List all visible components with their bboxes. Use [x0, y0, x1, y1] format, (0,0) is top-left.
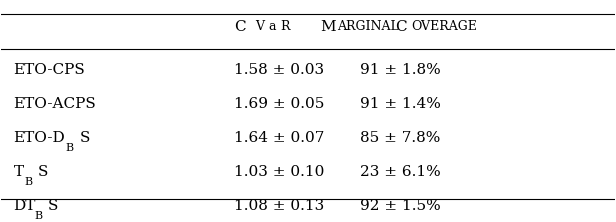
Text: a: a [268, 20, 275, 34]
Text: T: T [14, 165, 24, 179]
Text: S: S [79, 131, 90, 145]
Text: 1.58 ± 0.03: 1.58 ± 0.03 [235, 63, 325, 77]
Text: 23 ± 6.1%: 23 ± 6.1% [360, 165, 440, 179]
Text: M: M [320, 20, 336, 34]
Text: ETO-D: ETO-D [14, 131, 65, 145]
Text: ETO-ACPS: ETO-ACPS [14, 97, 96, 111]
Text: B: B [24, 177, 32, 187]
Text: 1.03 ± 0.10: 1.03 ± 0.10 [235, 165, 325, 179]
Text: 1.64 ± 0.07: 1.64 ± 0.07 [235, 131, 325, 145]
Text: R: R [280, 20, 290, 34]
Text: ETO-CPS: ETO-CPS [14, 63, 86, 77]
Text: B: B [34, 211, 43, 221]
Text: V: V [254, 20, 264, 34]
Text: 1.08 ± 0.13: 1.08 ± 0.13 [235, 199, 325, 213]
Text: 85 ± 7.8%: 85 ± 7.8% [360, 131, 440, 145]
Text: S: S [38, 165, 48, 179]
Text: B: B [66, 143, 74, 153]
Text: 1.69 ± 0.05: 1.69 ± 0.05 [235, 97, 325, 111]
Text: C: C [235, 20, 246, 34]
Text: ARGINAL: ARGINAL [338, 20, 399, 34]
Text: S: S [48, 199, 59, 213]
Text: OVERAGE: OVERAGE [411, 20, 477, 34]
Text: 92 ± 1.5%: 92 ± 1.5% [360, 199, 440, 213]
Text: 91 ± 1.4%: 91 ± 1.4% [360, 97, 440, 111]
Text: 91 ± 1.8%: 91 ± 1.8% [360, 63, 440, 77]
Text: C: C [395, 20, 407, 34]
Text: DT: DT [14, 199, 36, 213]
